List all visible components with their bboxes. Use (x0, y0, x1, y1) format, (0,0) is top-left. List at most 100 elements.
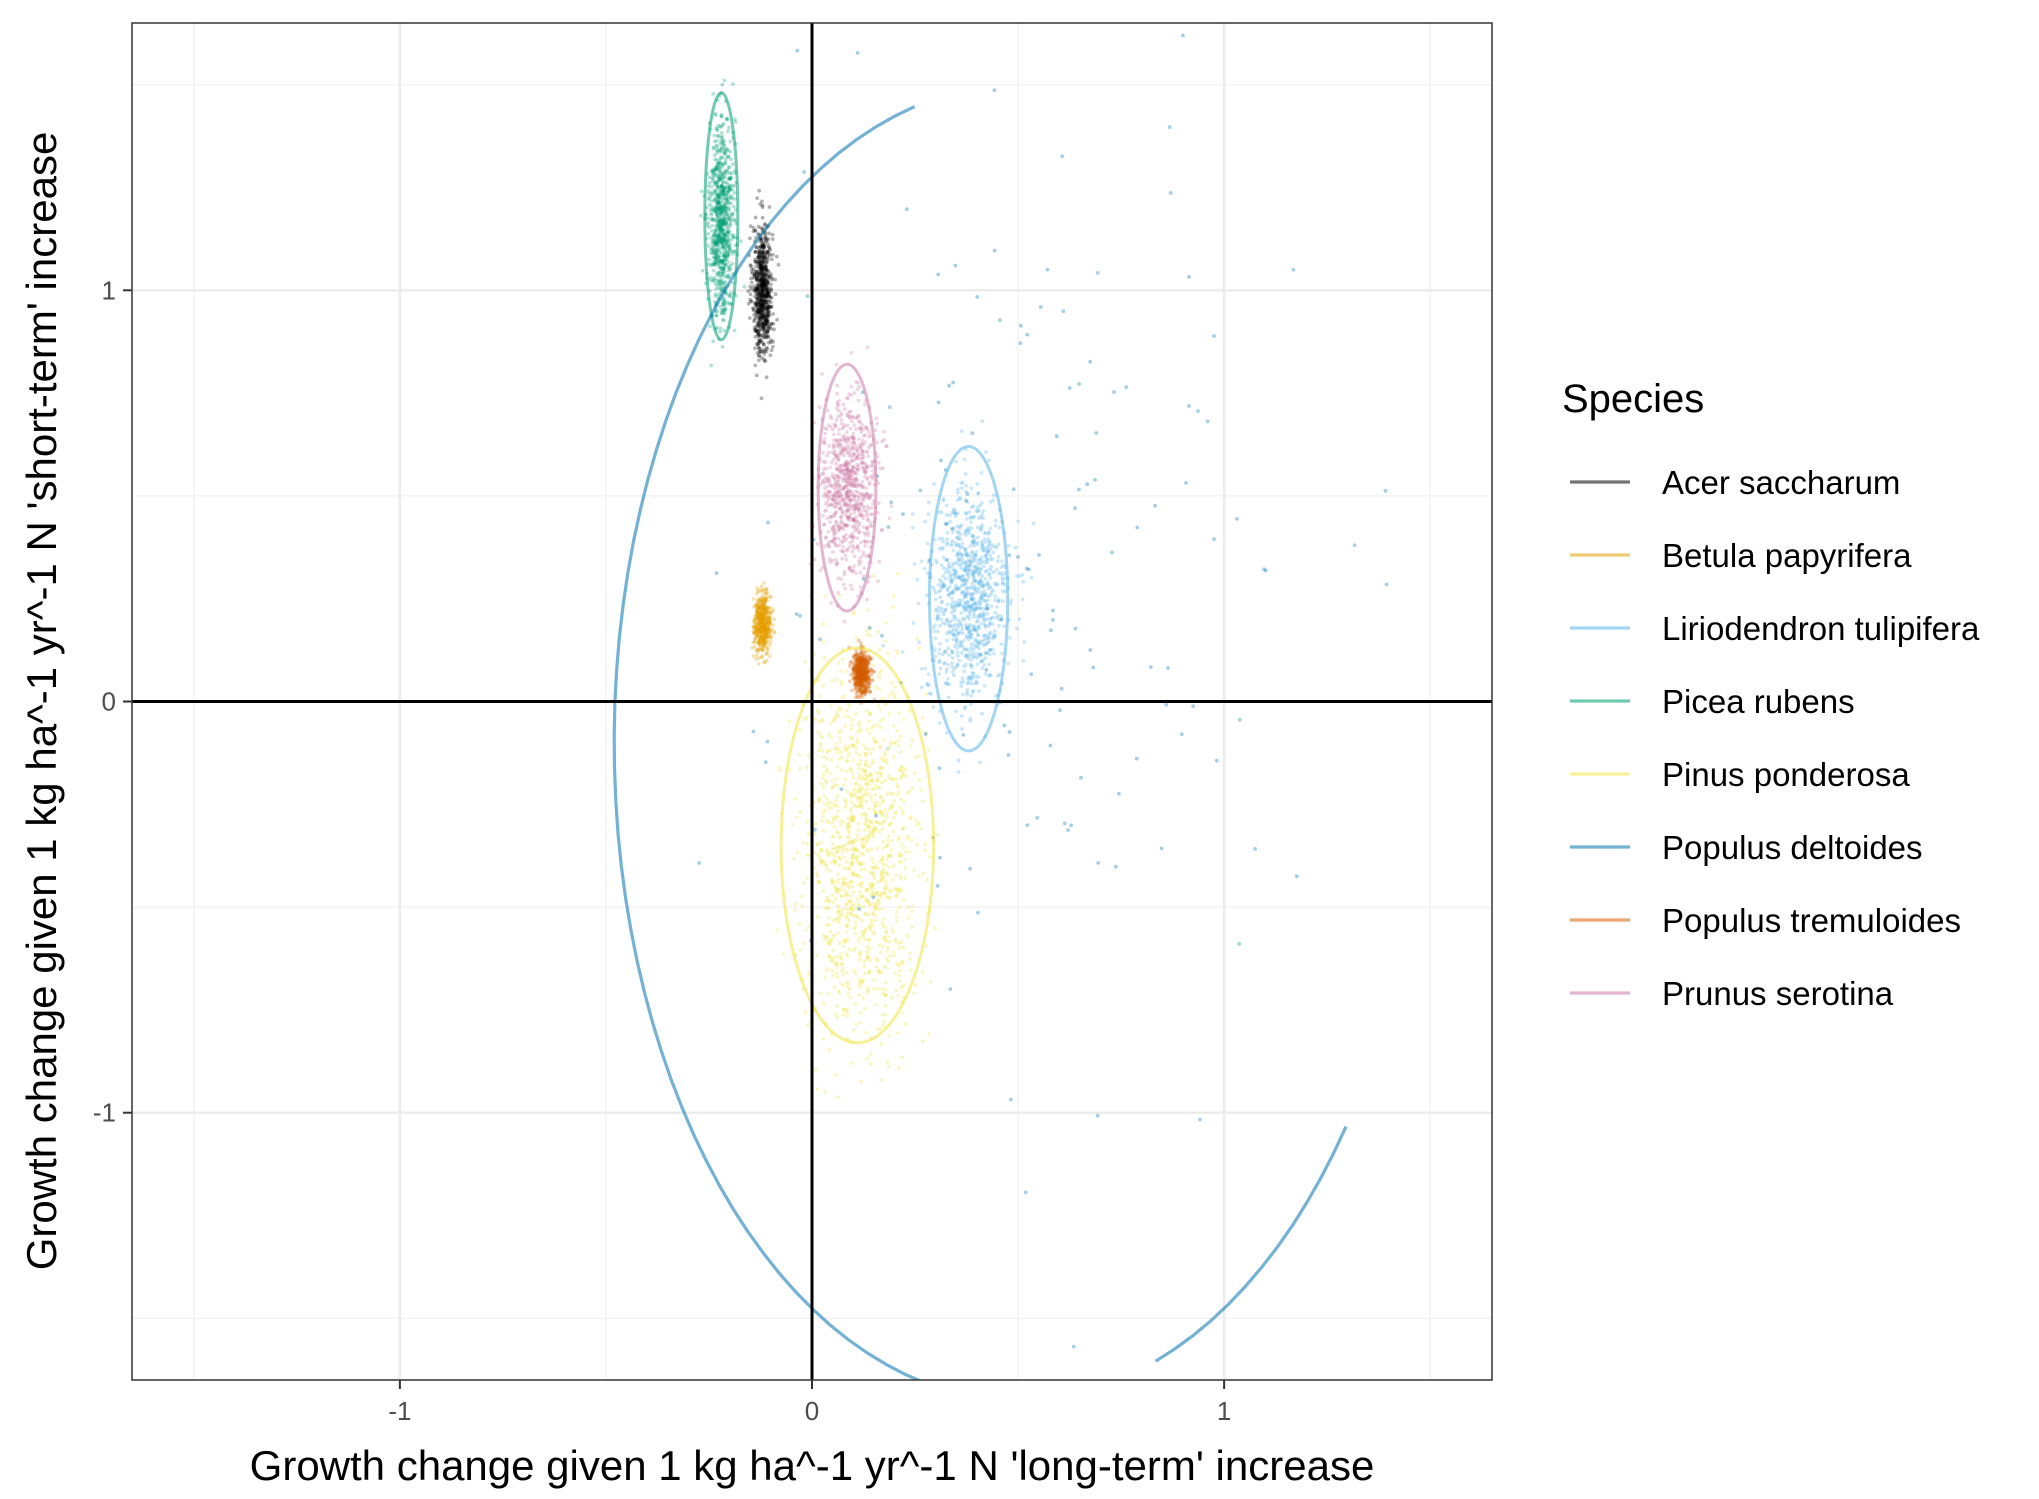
data-point (722, 253, 726, 258)
data-point (936, 582, 941, 587)
data-point (757, 621, 762, 626)
data-point (802, 881, 807, 885)
data-point (822, 656, 827, 660)
data-point (764, 335, 768, 340)
data-point (711, 176, 715, 181)
data-point (762, 248, 767, 253)
data-point (1000, 651, 1004, 656)
data-point (885, 747, 890, 752)
data-point (951, 637, 956, 642)
data-point (757, 617, 761, 622)
data-point (860, 767, 865, 772)
data-point (760, 289, 765, 294)
data-point (804, 715, 809, 720)
data-point (820, 749, 825, 753)
data-point (758, 292, 763, 297)
data-point (980, 591, 985, 595)
data-point (764, 632, 769, 636)
data-point (756, 231, 760, 236)
data-point (757, 606, 762, 611)
data-point (760, 215, 765, 220)
data-point (820, 848, 824, 853)
data-point (720, 244, 725, 248)
data-point (823, 906, 827, 910)
data-point (978, 579, 983, 584)
data-point (897, 905, 902, 909)
data-point (980, 666, 985, 671)
data-point (933, 597, 938, 602)
data-point (752, 631, 757, 635)
data-point (967, 531, 972, 536)
data-point (769, 282, 773, 287)
data-point (845, 769, 849, 774)
data-point (714, 251, 719, 256)
data-point (838, 956, 843, 960)
data-point (1060, 154, 1065, 159)
data-point (970, 539, 975, 543)
data-point (831, 778, 835, 783)
data-point (768, 654, 772, 659)
data-point (706, 232, 711, 236)
data-point (820, 735, 824, 740)
data-point (760, 288, 765, 292)
data-point (871, 574, 876, 578)
data-point (987, 539, 992, 544)
data-point (872, 787, 877, 792)
data-point (881, 923, 885, 928)
data-point (758, 271, 763, 276)
data-point (977, 570, 982, 575)
data-point (761, 281, 765, 286)
data-point (762, 660, 766, 664)
data-point (848, 792, 853, 797)
data-point (760, 655, 764, 660)
data-point (795, 48, 800, 53)
data-point (965, 500, 970, 504)
data-point (764, 658, 769, 663)
data-point (1000, 581, 1005, 586)
data-point (845, 848, 850, 853)
data-point (977, 689, 981, 694)
data-point (713, 292, 718, 296)
data-point (760, 628, 764, 632)
data-point (871, 895, 876, 900)
data-point (715, 215, 720, 220)
data-point (820, 819, 824, 823)
data-point (721, 218, 726, 223)
data-point (759, 253, 764, 258)
data-point (941, 497, 946, 501)
data-point (950, 649, 955, 654)
data-point (883, 639, 888, 644)
data-point (763, 287, 767, 292)
data-point (746, 301, 751, 306)
data-point (976, 624, 980, 629)
data-point (760, 640, 765, 645)
data-point (1134, 756, 1139, 761)
data-point (981, 610, 986, 615)
data-point (765, 322, 770, 327)
data-point (757, 315, 762, 320)
data-point (917, 754, 922, 758)
data-point (764, 588, 769, 592)
data-point (834, 965, 839, 970)
data-point (969, 584, 974, 589)
data-point (879, 756, 883, 760)
data-point (984, 651, 989, 655)
data-point (853, 675, 858, 680)
data-point (764, 375, 769, 380)
data-point (756, 254, 760, 259)
data-point (760, 270, 764, 275)
data-point (819, 744, 823, 749)
data-point (759, 265, 764, 270)
data-point (986, 624, 991, 629)
data-point (759, 312, 763, 316)
data-point (754, 245, 759, 250)
data-point (861, 797, 865, 802)
data-point (980, 543, 984, 548)
data-point (824, 934, 829, 939)
data-point (893, 811, 898, 816)
data-point (759, 269, 763, 274)
data-point (753, 636, 757, 641)
data-point (986, 580, 990, 585)
data-point (715, 126, 720, 131)
data-point (761, 617, 766, 622)
